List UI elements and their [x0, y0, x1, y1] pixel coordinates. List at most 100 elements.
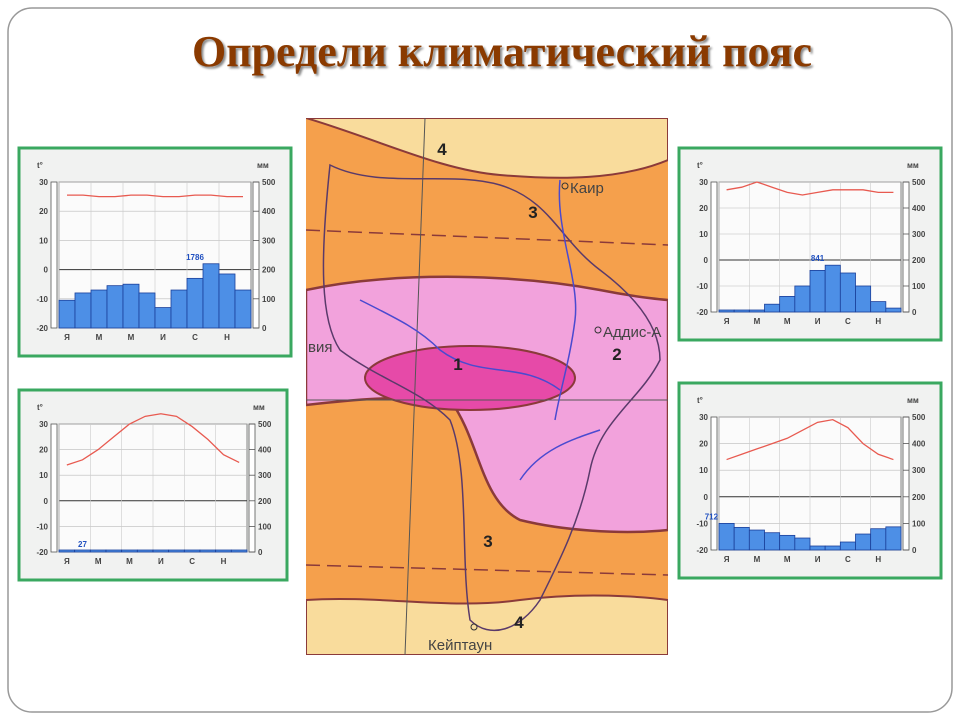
precip-bar [186, 277, 204, 329]
precip-bar [199, 549, 217, 553]
precip-bar [154, 307, 172, 329]
precip-bar [74, 549, 91, 553]
x-tick-label: Я [724, 555, 730, 564]
x-tick-label: С [845, 555, 851, 564]
y2-tick-label: 100 [258, 522, 272, 531]
x-tick-label: М [126, 557, 133, 566]
y2-tick-label: 0 [262, 324, 267, 333]
map: Каир Аддис-А Кейптаун вия 4 3 1 2 3 4 [306, 118, 668, 655]
city [470, 623, 478, 631]
precip-bar [794, 537, 811, 551]
precip-bar [122, 283, 140, 329]
x-tick-label: С [192, 333, 198, 342]
y2-tick-label: 100 [912, 282, 926, 291]
scale-bar [252, 181, 260, 329]
precip-bar [779, 534, 796, 551]
precip-bar [183, 549, 201, 553]
axis-label: t° [37, 161, 43, 170]
y-tick-label: -10 [36, 522, 48, 531]
y-tick-label: 20 [699, 440, 708, 449]
y-tick-label: -10 [36, 295, 48, 304]
precip-total: 1786 [186, 253, 204, 262]
y2-tick-label: 300 [258, 471, 272, 480]
temperature-line [726, 181, 894, 196]
y-tick-label: 10 [699, 466, 708, 475]
place-label: вия [308, 339, 332, 356]
zone-label: 4 [514, 613, 524, 632]
y2-tick-label: 400 [258, 446, 272, 455]
temperature-line [67, 194, 243, 198]
zone-4-south [306, 594, 668, 655]
y-tick-label: -20 [36, 548, 48, 557]
y-tick-label: -20 [696, 308, 708, 317]
precip-bar [58, 549, 76, 553]
zone-1 [364, 345, 576, 411]
y-tick-label: -20 [696, 546, 708, 555]
scale-bar [50, 423, 58, 553]
precip-bar [794, 285, 811, 313]
city [594, 326, 602, 334]
zone-4-north [306, 118, 668, 179]
x-tick-label: И [158, 557, 164, 566]
y2-tick-label: 100 [262, 295, 276, 304]
precip-bar [885, 526, 902, 551]
y2-tick-label: 200 [262, 266, 276, 275]
y-tick-label: 10 [39, 471, 48, 480]
y2-tick-label: 200 [258, 497, 272, 506]
precip-bar [855, 285, 872, 313]
y-tick-label: 0 [704, 493, 709, 502]
y-tick-label: 30 [699, 178, 708, 187]
meridian [404, 118, 426, 655]
y2-tick-label: 300 [262, 236, 276, 245]
precip-bar [230, 549, 248, 553]
place-label: Аддис-А [603, 324, 661, 341]
precip-bar [764, 532, 781, 551]
precip-bar [90, 289, 108, 329]
x-tick-label: М [784, 317, 791, 326]
precip-bar [152, 549, 170, 553]
y2-tick-label: 0 [912, 308, 917, 317]
x-tick-label: И [815, 317, 821, 326]
tropic-line [306, 564, 668, 576]
y2-tick-label: 500 [262, 178, 276, 187]
precip-bar [138, 292, 156, 329]
x-tick-label: И [815, 555, 821, 564]
x-tick-label: М [95, 557, 102, 566]
precip-bar [106, 285, 124, 329]
precip-bar [748, 529, 765, 551]
precip-bar [718, 309, 735, 313]
axis-label: t° [37, 403, 43, 412]
temperature-line [726, 418, 894, 461]
x-tick-label: Н [224, 333, 230, 342]
precip-bar [218, 273, 236, 329]
precip-bar [170, 289, 188, 329]
y-tick-label: 0 [704, 256, 709, 265]
precip-bar [58, 299, 76, 329]
precip-bar [733, 309, 750, 313]
place-label: Каир [570, 180, 604, 197]
y2-tick-label: 500 [912, 413, 926, 422]
zone-label: 4 [437, 140, 447, 159]
y-tick-label: 10 [699, 230, 708, 239]
y2-tick-label: 400 [262, 207, 276, 216]
temperature-line [66, 413, 240, 466]
y2-tick-label: 200 [912, 256, 926, 265]
precip-bar [168, 549, 185, 553]
precip-total: 712 [705, 512, 719, 521]
x-tick-label: С [189, 557, 195, 566]
scale-bar [248, 423, 256, 553]
slide-title: Определи климатический пояс [192, 27, 812, 76]
y2-tick-label: 500 [912, 178, 926, 187]
precip-bar [234, 289, 252, 329]
y2-tick-label: 300 [912, 230, 926, 239]
y-tick-label: 30 [39, 178, 48, 187]
y-tick-label: 30 [39, 420, 48, 429]
coastline [322, 163, 661, 631]
x-tick-label: С [845, 317, 851, 326]
city [561, 182, 569, 190]
tropic-line [306, 229, 668, 246]
y-tick-label: 0 [44, 497, 49, 506]
y-tick-label: 20 [39, 207, 48, 216]
scale-bar [902, 181, 910, 313]
